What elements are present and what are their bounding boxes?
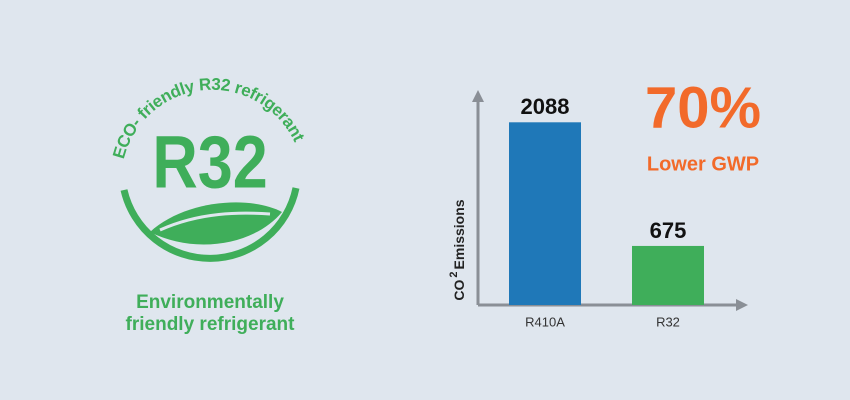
value-label: 675 xyxy=(650,218,687,243)
x-tick-label: R32 xyxy=(656,314,680,329)
logo: ECO- friendly R32 refrigerant R32 Enviro… xyxy=(110,75,308,335)
logo-caption: friendly refrigerant xyxy=(126,314,296,335)
logo-ring xyxy=(120,187,300,262)
y-label-part: CO xyxy=(451,279,467,300)
callout: 70% xyxy=(645,75,761,140)
value-label: 2088 xyxy=(521,94,570,119)
y-label-part: 2 xyxy=(448,271,460,277)
x-tick-label: R410A xyxy=(525,314,565,329)
y-axis-label: CO 2 Emissions xyxy=(448,199,467,300)
bar xyxy=(509,122,581,305)
callout-text: Lower GWP xyxy=(647,153,759,175)
bar xyxy=(632,245,704,305)
logo-center-text: R32 xyxy=(152,121,267,204)
logo-caption: Environmentally xyxy=(136,292,284,313)
y-label-part: Emissions xyxy=(451,199,467,269)
logo-leaf-vein xyxy=(159,211,271,232)
